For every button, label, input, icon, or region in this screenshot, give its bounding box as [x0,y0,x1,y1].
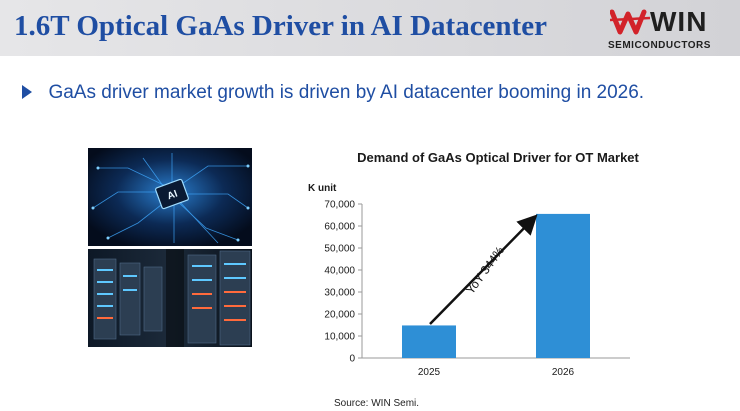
bullet-point: GaAs driver market growth is driven by A… [22,82,644,104]
win-logo: WIN SEMICONDUCTORS [602,4,734,54]
y-tick-label: 70,000 [324,200,355,211]
bullet-text: GaAs driver market growth is driven by A… [48,82,645,103]
y-tick-label: 0 [349,354,355,365]
source-note: Source: WIN Semi. [334,398,420,409]
y-tick-label: 10,000 [324,332,355,343]
y-tick-label: 50,000 [324,244,355,255]
bar-2025 [402,325,456,358]
logo-mark-icon [610,9,650,35]
ai-chip-image: AI [88,148,252,246]
slide-title: 1.6T Optical GaAs Driver in AI Datacente… [14,10,547,42]
logo-word: WIN [650,6,708,37]
y-tick-label: 60,000 [324,222,355,233]
logo-subtitle: SEMICONDUCTORS [608,40,711,51]
y-tick-label: 40,000 [324,266,355,277]
bar-chart: K unit 0 10,000 20,000 30,000 40,000 50,000 60… [308,183,630,378]
bullet-arrow-icon [22,85,32,99]
yoy-arrow [429,214,538,325]
x-tick-label: 2026 [552,367,575,378]
y-axis-label: K unit [308,183,337,194]
datacenter-image [88,249,252,347]
chart-title: Demand of GaAs Optical Driver for OT Mar… [357,150,639,165]
bar-2026 [536,213,590,358]
x-tick-label: 2025 [418,367,441,378]
y-tick-label: 20,000 [324,310,355,321]
yoy-annotation: YoY 344% [463,243,507,296]
ai-chip-label: AI [166,188,179,202]
y-tick-label: 30,000 [324,288,355,299]
